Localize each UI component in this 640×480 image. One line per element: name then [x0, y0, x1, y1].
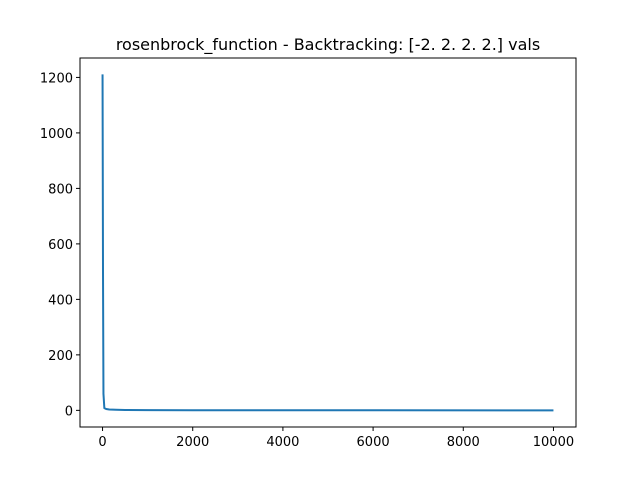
y-tick-label: 200 — [48, 349, 73, 364]
x-tick-label: 0 — [98, 435, 106, 450]
x-tick-label: 2000 — [176, 435, 209, 450]
x-tick-label: 8000 — [447, 435, 480, 450]
x-tick-label: 4000 — [266, 435, 299, 450]
chart-title: rosenbrock_function - Backtracking: [-2.… — [116, 35, 540, 55]
y-tick-label: 600 — [48, 238, 73, 253]
plot-area-frame — [79, 57, 577, 428]
x-tick-label: 6000 — [357, 435, 390, 450]
series-layer — [101, 74, 554, 412]
y-tick-label: 400 — [48, 293, 73, 308]
y-tick-label: 800 — [48, 182, 73, 197]
y-axis: 0 200 400 600 800 1000 1200 — [40, 71, 80, 419]
x-tick-label: 10000 — [533, 435, 574, 450]
y-tick-label: 0 — [65, 404, 73, 419]
x-axis: 0 2000 4000 6000 8000 10000 — [98, 427, 574, 450]
y-tick-label: 1200 — [40, 71, 73, 86]
series-line — [101, 74, 554, 412]
y-tick-label: 1000 — [40, 127, 73, 142]
